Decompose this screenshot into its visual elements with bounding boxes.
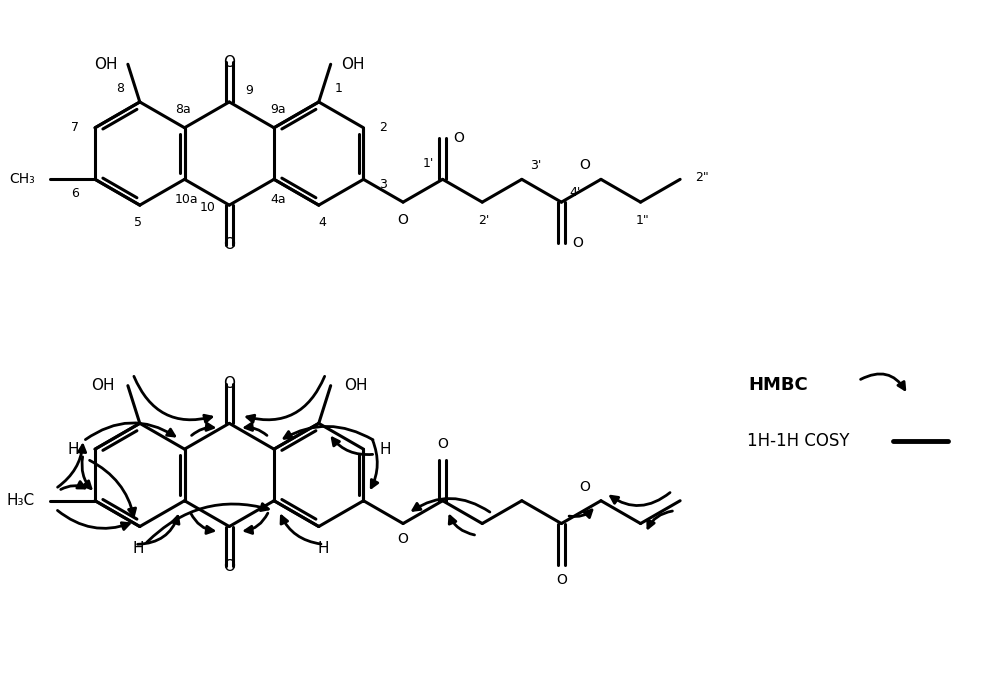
Text: O: O	[223, 376, 235, 391]
Text: 3': 3'	[530, 159, 541, 172]
Text: O: O	[223, 237, 235, 252]
Text: O: O	[223, 55, 235, 69]
Text: O: O	[453, 131, 464, 145]
Text: O: O	[398, 533, 409, 546]
Text: 3: 3	[379, 178, 387, 191]
Text: OH: OH	[91, 378, 115, 393]
Text: O: O	[580, 480, 591, 494]
Text: 9: 9	[245, 83, 253, 96]
Text: H: H	[318, 541, 329, 556]
Text: CH₃: CH₃	[10, 172, 35, 186]
Text: 8: 8	[116, 82, 124, 94]
Text: H: H	[67, 442, 79, 457]
Text: O: O	[572, 236, 583, 250]
Text: 2: 2	[379, 121, 387, 134]
Text: 1: 1	[335, 82, 343, 94]
Text: H: H	[132, 541, 144, 556]
Text: 4': 4'	[570, 186, 581, 199]
Text: 10: 10	[199, 201, 215, 213]
Text: O: O	[437, 437, 448, 451]
Text: 7: 7	[71, 121, 79, 134]
Text: 2": 2"	[695, 171, 709, 184]
Text: 2': 2'	[479, 213, 490, 226]
Text: O: O	[580, 158, 591, 173]
Text: 4: 4	[319, 217, 327, 230]
Text: O: O	[556, 574, 567, 588]
Text: 8a: 8a	[175, 103, 190, 116]
Text: O: O	[223, 559, 235, 574]
Text: OH: OH	[94, 57, 118, 72]
Text: O: O	[398, 213, 409, 227]
Text: 4a: 4a	[270, 193, 286, 206]
Text: 10a: 10a	[175, 193, 198, 206]
Text: 1': 1'	[423, 157, 434, 170]
Text: 5: 5	[134, 217, 142, 230]
Text: H: H	[380, 442, 391, 457]
Text: HMBC: HMBC	[749, 376, 809, 394]
Text: 9a: 9a	[270, 103, 286, 116]
Text: H₃C: H₃C	[6, 493, 35, 508]
Text: 1H-1H COSY: 1H-1H COSY	[747, 432, 850, 450]
Text: 6: 6	[71, 186, 79, 200]
Text: OH: OH	[344, 378, 367, 393]
Text: 1": 1"	[636, 213, 649, 226]
Text: OH: OH	[341, 57, 364, 72]
